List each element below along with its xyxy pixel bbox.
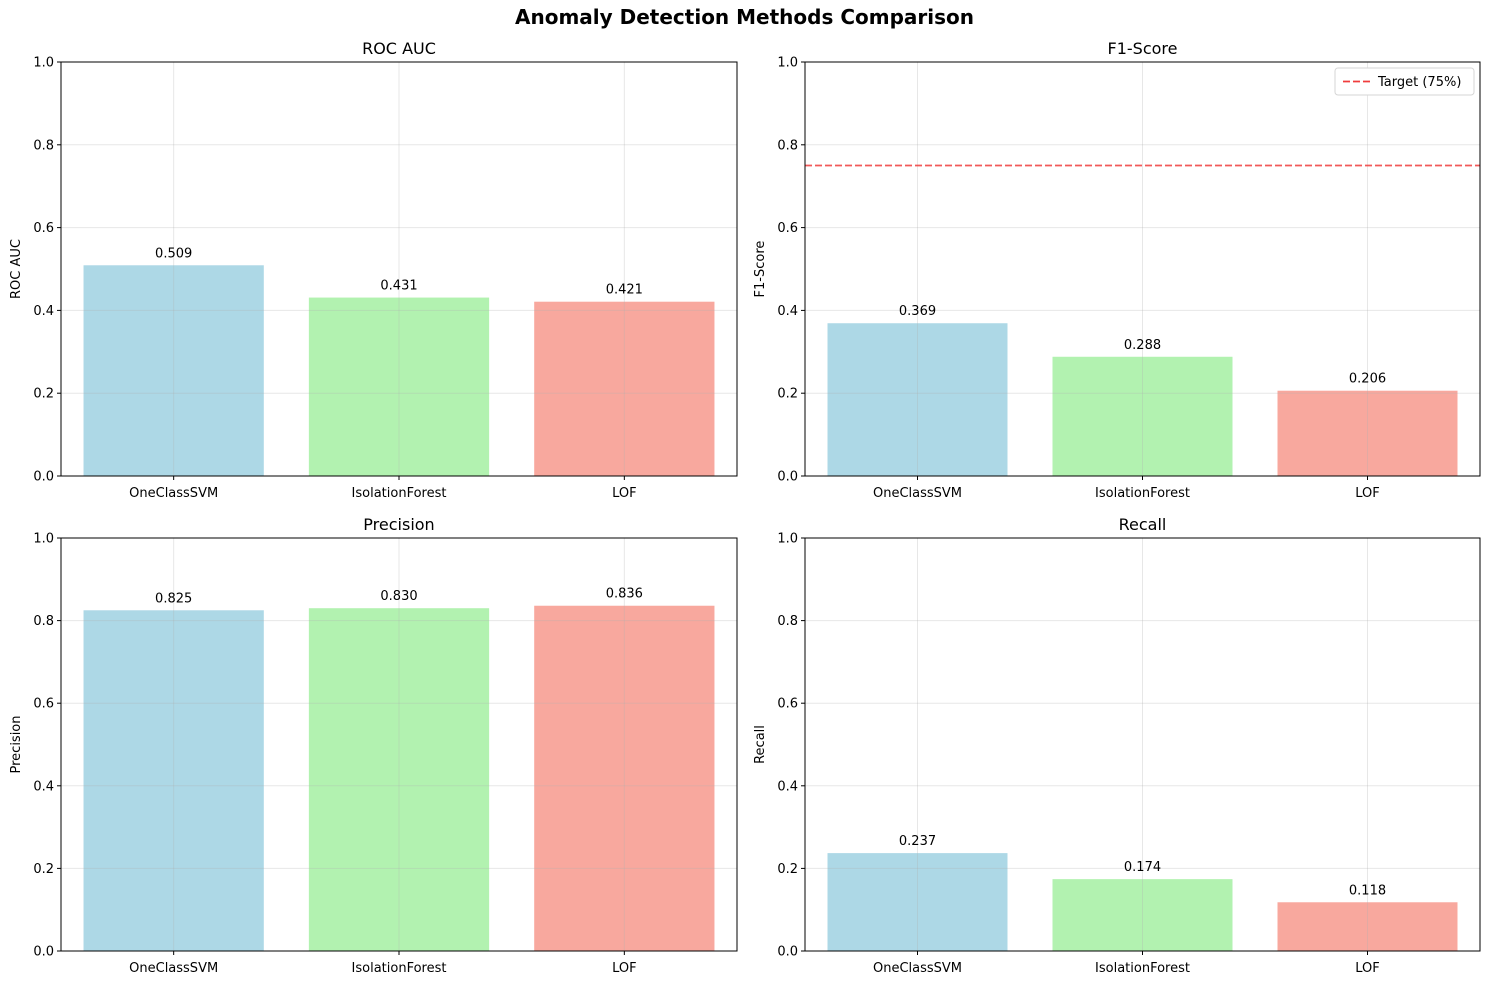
panel-1-xtick-label: OneClassSVM <box>129 486 218 501</box>
panel-2-ytick-label: 0.2 <box>777 387 798 402</box>
panel-2-value-label-1: 0.369 <box>899 304 936 319</box>
panel-2-xtick-label: OneClassSVM <box>873 486 962 501</box>
panel-2-bar-3 <box>1277 390 1458 476</box>
panel-3-title: Precision <box>363 515 434 534</box>
panel-4-xtick-label: OneClassSVM <box>873 961 962 976</box>
panel-4-xtick-label: LOF <box>1355 961 1380 976</box>
panel-1-ytick-label: 0.6 <box>33 221 54 236</box>
panel-4-bar-2 <box>1052 879 1233 951</box>
panel-1-value-label-1: 0.509 <box>155 246 192 261</box>
panel-4-ytick-label: 0.6 <box>777 697 798 712</box>
panel-2-value-label-2: 0.288 <box>1124 338 1161 353</box>
panel-2-ytick-label: 0.0 <box>777 470 798 485</box>
panel-4-ytick-label: 0.4 <box>777 779 798 794</box>
panel-2-xtick-label: IsolationForest <box>1095 486 1190 501</box>
panel-2-legend-label: Target (75%) <box>1377 75 1461 90</box>
panel-3-value-label-3: 0.836 <box>606 587 643 602</box>
panel-3-ytick-label: 0.6 <box>33 697 54 712</box>
panel-4-ytick-label: 1.0 <box>777 532 798 547</box>
panel-2-xtick-label: LOF <box>1355 486 1380 501</box>
panel-2-ytick-label: 0.8 <box>777 138 798 153</box>
panel-2-ytick-label: 0.6 <box>777 221 798 236</box>
panel-4-xtick-label: IsolationForest <box>1095 961 1190 976</box>
panel-4-ytick-label: 0.2 <box>777 862 798 877</box>
panel-4-ytick-label: 0.8 <box>777 614 798 629</box>
panel-4-title: Recall <box>1119 515 1167 534</box>
panel-2-bar-1 <box>827 323 1008 476</box>
panel-1-value-label-3: 0.421 <box>606 283 643 298</box>
panel-1-ytick-label: 0.2 <box>33 387 54 402</box>
panel-1-xtick-label: LOF <box>612 486 637 501</box>
panel-3-ytick-label: 0.8 <box>33 614 54 629</box>
panel-1-xtick-label: IsolationForest <box>352 486 447 501</box>
panel-2-ylabel: F1-Score <box>753 241 768 298</box>
panel-1-bar-1 <box>83 265 264 476</box>
panel-4-bar-3 <box>1277 902 1458 951</box>
panel-3-bar-3 <box>534 605 715 951</box>
panel-3-xtick-label: IsolationForest <box>352 961 447 976</box>
panel-4-ytick-label: 0.0 <box>777 945 798 960</box>
panel-3-ylabel: Precision <box>9 715 24 773</box>
panel-3-xtick-label: OneClassSVM <box>129 961 218 976</box>
panel-3-value-label-2: 0.830 <box>380 589 417 604</box>
panel-4-value-label-2: 0.174 <box>1124 860 1161 875</box>
panel-2-ytick-label: 1.0 <box>777 56 798 71</box>
panel-3-bar-1 <box>83 610 264 951</box>
panel-2-legend-box <box>1334 67 1475 96</box>
panel-3-xtick-label: LOF <box>612 961 637 976</box>
panel-2-bar-2 <box>1052 356 1233 476</box>
panel-3-ytick-label: 0.0 <box>33 945 54 960</box>
panel-1-value-label-2: 0.431 <box>380 279 417 294</box>
panel-1-bar-3 <box>534 301 715 476</box>
panel-1-ytick-label: 0.0 <box>33 470 54 485</box>
panel-1-ytick-label: 1.0 <box>33 56 54 71</box>
panel-3-bar-2 <box>308 608 490 951</box>
panel-4-value-label-1: 0.237 <box>899 834 936 849</box>
panel-1-title: ROC AUC <box>362 39 436 58</box>
panel-3-ytick-label: 0.4 <box>33 779 54 794</box>
panel-4-ylabel: Recall <box>753 725 768 764</box>
panel-1-ylabel: ROC AUC <box>9 239 24 299</box>
panel-2-ytick-label: 0.4 <box>777 304 798 319</box>
panel-2-title: F1-Score <box>1108 39 1178 58</box>
panel-1-bar-2 <box>308 297 490 476</box>
panel-1-ytick-label: 0.4 <box>33 304 54 319</box>
panel-4-bar-1 <box>827 853 1008 951</box>
panel-3-ytick-label: 0.2 <box>33 862 54 877</box>
panel-3-ytick-label: 1.0 <box>33 532 54 547</box>
panel-2-value-label-3: 0.206 <box>1349 372 1386 387</box>
figure-title: Anomaly Detection Methods Comparison <box>514 5 974 29</box>
panel-4-value-label-3: 0.118 <box>1349 883 1386 898</box>
panel-3-value-label-1: 0.825 <box>155 591 192 606</box>
panel-1-ytick-label: 0.8 <box>33 138 54 153</box>
